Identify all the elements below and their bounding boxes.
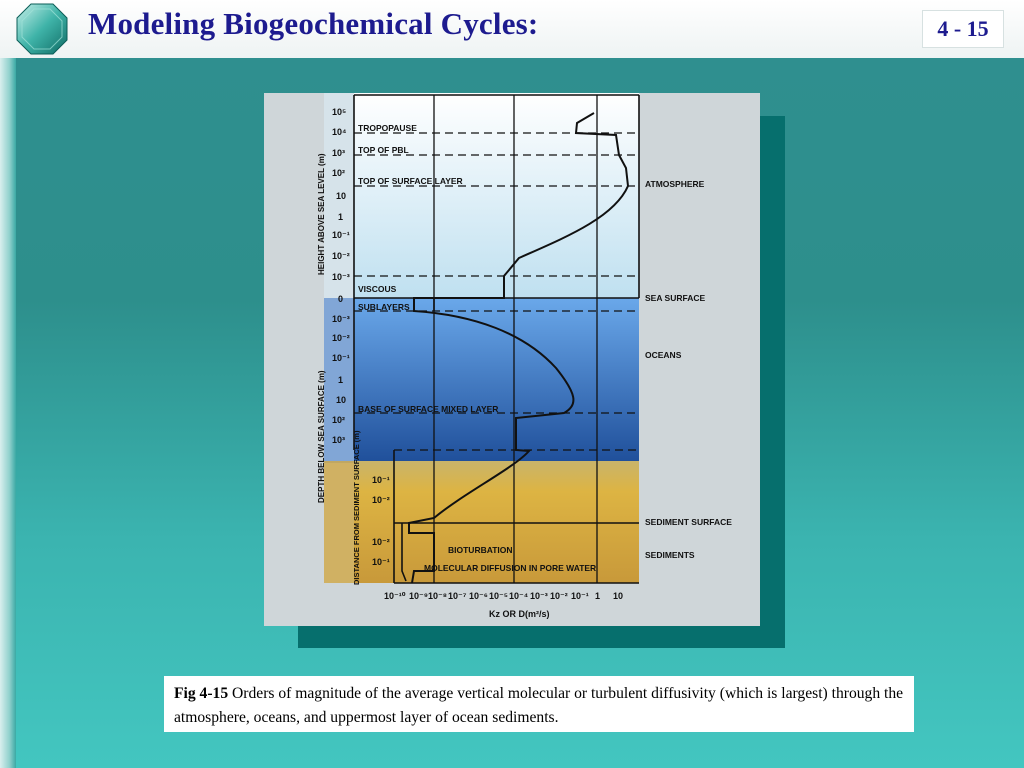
caption-text: Orders of magnitude of the average verti… [174, 685, 904, 726]
ocean-band [354, 298, 639, 463]
x-tick: 10⁻³ [530, 591, 548, 601]
top-pbl-label: TOP OF PBL [358, 145, 409, 155]
upper-tick: 10⁻¹ [332, 230, 350, 240]
upper-tick: 1 [338, 212, 343, 222]
x-tick: 10⁻¹⁰ [384, 591, 406, 601]
lower-tick: 10⁻² [332, 333, 350, 343]
lower-tick: 10² [332, 415, 345, 425]
sediments-label: SEDIMENTS [645, 550, 695, 560]
atmosphere-band [354, 93, 639, 298]
diffusivity-curve [408, 112, 630, 584]
x-tick: 10⁻⁷ [448, 591, 467, 601]
sediment-tick: 10⁻² [372, 495, 390, 505]
x-tick: 10⁻⁶ [469, 591, 488, 601]
lower-tick: 10 [336, 395, 346, 405]
upper-tick: 10⁵ [332, 107, 346, 117]
upper-tick: 10 [336, 191, 346, 201]
lower-tick: 10⁻¹ [332, 353, 350, 363]
lower-tick: 10³ [332, 435, 345, 445]
upper-tick: 10³ [332, 148, 345, 158]
x-tick: 10⁻² [550, 591, 568, 601]
x-tick-labels: 10⁻¹⁰ 10⁻⁹ 10⁻⁸ 10⁻⁷ 10⁻⁶ 10⁻⁵ 10⁻⁴ 10⁻³… [384, 591, 623, 601]
lower-left-gutter [324, 298, 354, 463]
left-decorative-stripe [0, 58, 16, 768]
lower-tick: 10⁻³ [332, 314, 350, 324]
diffusivity-figure: HEIGHT ABOVE SEA LEVEL (m) DEPTH BELOW S… [264, 93, 760, 626]
upper-tick: 0 [338, 294, 343, 304]
lower-y-axis-label: DEPTH BELOW SEA SURFACE (m) [317, 370, 326, 503]
x-tick: 10⁻⁴ [509, 591, 528, 601]
oceans-label: OCEANS [645, 350, 682, 360]
sediment-y-axis-label: DISTANCE FROM SEDIMENT SURFACE (m) [352, 430, 361, 585]
sediment-tick: 10⁻² [372, 537, 390, 547]
slide-number: 4 - 15 [922, 10, 1004, 48]
octagon-logo-icon [16, 3, 68, 55]
top-surface-layer-label: TOP OF SURFACE LAYER [358, 176, 463, 186]
x-axis-label: Kz OR D(m²/s) [489, 609, 550, 619]
molecular-diffusion-label: MOLECULAR DIFFUSION IN PORE WATER [424, 563, 596, 573]
right-side-labels: ATMOSPHERE SEA SURFACE OCEANS SEDIMENT S… [645, 179, 732, 560]
upper-tick: 10² [332, 168, 345, 178]
x-tick: 10 [613, 591, 623, 601]
x-tick: 1 [595, 591, 600, 601]
sed-left-gutter [324, 461, 354, 583]
upper-tick: 10⁻³ [332, 272, 350, 282]
caption-figure-number: Fig 4-15 [174, 685, 229, 702]
x-tick: 10⁻¹ [571, 591, 589, 601]
sediment-tick: 10⁻¹ [372, 557, 390, 567]
mixed-layer-label: BASE OF SURFACE MIXED LAYER [358, 404, 498, 414]
sediment-tick-labels: 10⁻¹ 10⁻² 10⁻² 10⁻¹ [372, 475, 390, 567]
tropopause-label: TROPOPAUSE [358, 123, 417, 133]
sublayers-label: SUBLAYERS [358, 302, 410, 312]
lower-tick: 1 [338, 375, 343, 385]
bioturbation-label: BIOTURBATION [448, 545, 513, 555]
inner-layer-labels: TROPOPAUSE TOP OF PBL TOP OF SURFACE LAY… [358, 123, 596, 573]
lower-tick-labels: 10⁻³ 10⁻² 10⁻¹ 1 10 10² 10³ [332, 314, 350, 445]
upper-tick: 10⁴ [332, 127, 346, 137]
x-tick: 10⁻⁵ [489, 591, 508, 601]
atmosphere-label: ATMOSPHERE [645, 179, 705, 189]
upper-tick: 10⁻² [332, 251, 350, 261]
molecular-diffusion-curve [401, 523, 407, 582]
slide-header: Modeling Biogeochemical Cycles: 4 - 15 [0, 0, 1024, 58]
upper-tick-labels: 10⁵ 10⁴ 10³ 10² 10 1 10⁻¹ 10⁻² 10⁻³ 0 [332, 107, 350, 304]
sediment-tick: 10⁻¹ [372, 475, 390, 485]
upper-y-axis-label: HEIGHT ABOVE SEA LEVEL (m) [317, 153, 326, 275]
figure-caption: Fig 4-15 Orders of magnitude of the aver… [164, 676, 914, 732]
viscous-label: VISCOUS [358, 284, 397, 294]
upper-left-gutter [324, 93, 354, 298]
sediment-surface-label: SEDIMENT SURFACE [645, 517, 732, 527]
x-tick: 10⁻⁸ [428, 591, 447, 601]
slide-title: Modeling Biogeochemical Cycles: [88, 6, 539, 41]
sea-surface-label: SEA SURFACE [645, 293, 705, 303]
x-tick: 10⁻⁹ [409, 591, 428, 601]
